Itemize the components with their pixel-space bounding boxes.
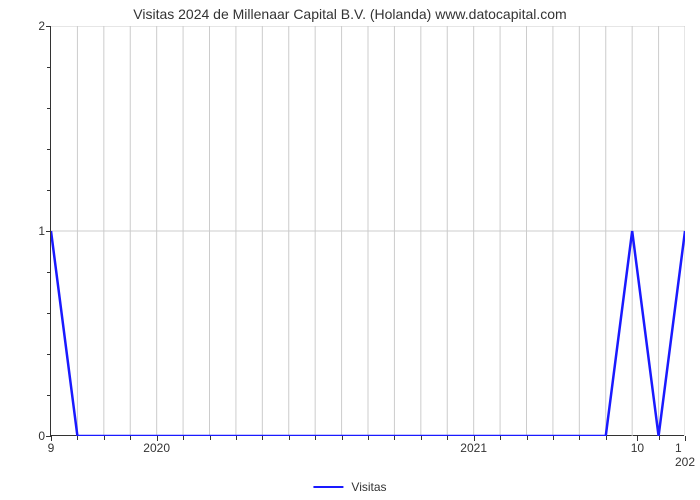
plot-svg — [51, 26, 685, 436]
legend-line — [313, 486, 343, 488]
chart-title: Visitas 2024 de Millenaar Capital B.V. (… — [0, 6, 700, 22]
legend-label: Visitas — [351, 480, 386, 494]
plot-area: 012920202021101202 — [50, 26, 684, 436]
legend: Visitas — [313, 480, 386, 494]
